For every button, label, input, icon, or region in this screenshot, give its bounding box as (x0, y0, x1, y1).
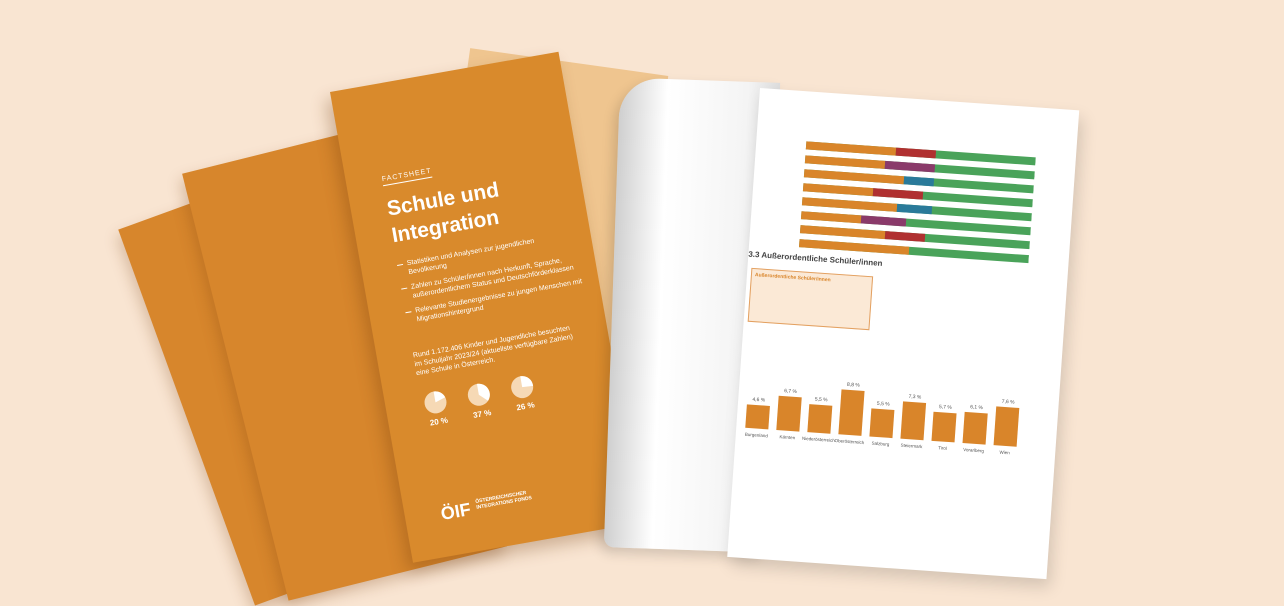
bar (807, 404, 833, 434)
info-box: Außerordentliche Schüler/innen (747, 267, 874, 331)
bar-chart: 4,6 % Burgenland 6,7 % Kärnten 5,5 % Niederös… (745, 382, 1020, 456)
brochure-cover: FACTSHEET Schule und Integration Statist… (330, 51, 642, 563)
logo: ÖIF (439, 499, 473, 524)
box-title: Außerordentliche Schüler/innen (754, 272, 831, 284)
value-label: 5,5 % (877, 401, 891, 408)
stacked-rows (798, 141, 1036, 264)
value-label: 4,6 % (752, 397, 766, 404)
category-label: Kärnten (779, 434, 796, 440)
bar (993, 406, 1020, 447)
bar (900, 401, 927, 441)
bar (869, 408, 895, 439)
bar (931, 411, 957, 443)
value-label: 6,7 % (784, 388, 798, 395)
stat-label: 20 % (429, 416, 449, 428)
value-label: 8,8 % (847, 382, 861, 389)
category-label: Steiermark (900, 443, 923, 450)
value-label: 6,1 % (970, 404, 984, 411)
stacked-chart (798, 141, 1036, 264)
category-label: Salzburg (871, 441, 890, 447)
stat-label: 37 % (472, 408, 492, 420)
value-label: 5,7 % (939, 404, 953, 411)
category-label: Tirol (938, 445, 947, 451)
photo: FACTSHEET Schule und Integration Statist… (0, 0, 1284, 578)
stat-pies: 20 % 37 % 26 % (424, 376, 536, 428)
bar (745, 404, 770, 430)
category-label: Vorarlberg (963, 447, 985, 453)
category-label: Wien (999, 450, 1010, 456)
pie-slice (520, 376, 534, 388)
category-label: Niederösterreich (802, 436, 836, 443)
bar (838, 389, 865, 436)
bullets: Statistiken und Analysen zur jugendliche… (396, 230, 586, 332)
inside-page: 3.3 Außerordentliche Schüler/innen Außer… (727, 88, 1080, 580)
value-label: 7,6 % (1002, 399, 1016, 406)
category-label: Burgenland (745, 432, 769, 439)
pie-slice (476, 383, 490, 401)
stat-label: 26 % (516, 400, 536, 412)
bar (962, 411, 988, 445)
pie-slice (433, 391, 446, 403)
logo-text: ÖSTERREICHISCHER INTEGRATIONS FONDS (474, 490, 533, 511)
value-label: 7,3 % (908, 394, 922, 401)
cover-label: FACTSHEET (381, 167, 433, 187)
value-label: 5,5 % (815, 396, 829, 403)
category-label: Oberösterreich (834, 438, 865, 445)
bar (776, 395, 802, 432)
